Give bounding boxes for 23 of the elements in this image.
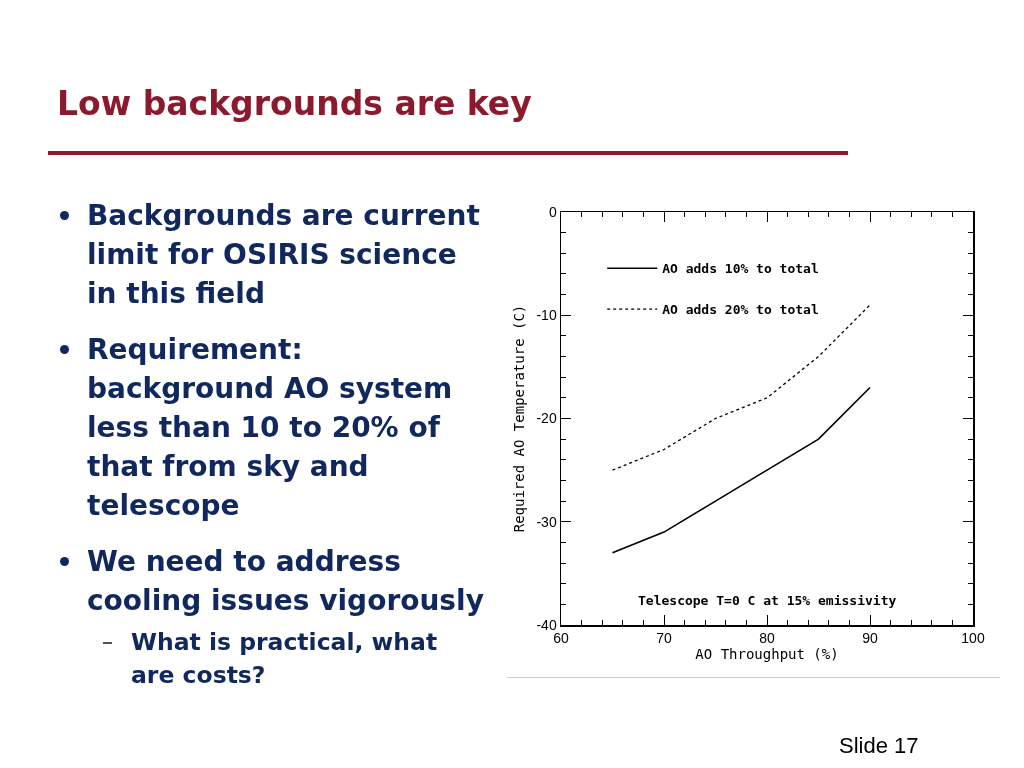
x-tick-label: 60	[553, 630, 569, 647]
x-tick-label: 90	[862, 630, 878, 647]
text: Slide 17	[839, 733, 919, 759]
y-tick-label: 0	[548, 203, 557, 220]
y-tick-label: -10	[536, 307, 557, 324]
y-axis-title: Required AO Temperature (C)	[511, 304, 528, 533]
x-tick-label: 70	[656, 630, 672, 647]
x-axis-title: AO Throughput (%)	[695, 646, 839, 663]
annotation: Telescope T=0 C at 15% emissivity	[638, 593, 897, 608]
legend-label: AO adds 10% to total	[662, 261, 819, 277]
legend-label: AO adds 20% to total	[662, 302, 819, 318]
y-tick-label: -40	[536, 616, 557, 633]
y-tick-label: -20	[536, 410, 557, 427]
text: We need to address cooling issues vigorously	[87, 545, 484, 617]
line-series	[611, 304, 871, 471]
text: What is practical, what are costs?	[131, 628, 438, 689]
x-tick-label: 100	[961, 630, 985, 647]
text: Backgrounds are current limit for OSIRIS science in this field	[87, 199, 480, 310]
x-tick-label: 80	[759, 630, 775, 647]
line-series	[611, 386, 871, 554]
text: Low backgrounds are key	[57, 84, 532, 124]
text: Requirement: background AO system less than 10 to 20% of that from sky and telescope	[87, 333, 453, 522]
y-tick-label: -30	[536, 513, 557, 530]
